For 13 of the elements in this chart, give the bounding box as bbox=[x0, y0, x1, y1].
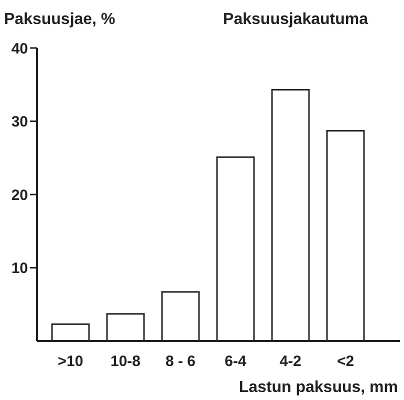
y-tick-label: 30 bbox=[11, 114, 28, 130]
chart-title: Paksuusjakautuma bbox=[223, 11, 368, 28]
x-tick-label: 6-4 bbox=[224, 353, 247, 370]
x-tick-label: 10-8 bbox=[110, 353, 141, 370]
x-tick-label: <2 bbox=[336, 353, 354, 370]
x-tick-label: 8 - 6 bbox=[165, 353, 196, 370]
y-tick-label: 40 bbox=[11, 40, 28, 58]
y-tick-label: 20 bbox=[11, 186, 28, 204]
x-axis-title: Lastun paksuus, mm bbox=[238, 379, 398, 396]
y-tick-label: 10 bbox=[11, 260, 28, 277]
y-axis-title: Paksuusjae, % bbox=[4, 11, 116, 28]
x-tick-label: 4-2 bbox=[280, 353, 302, 370]
x-tick-label: >10 bbox=[58, 353, 84, 370]
